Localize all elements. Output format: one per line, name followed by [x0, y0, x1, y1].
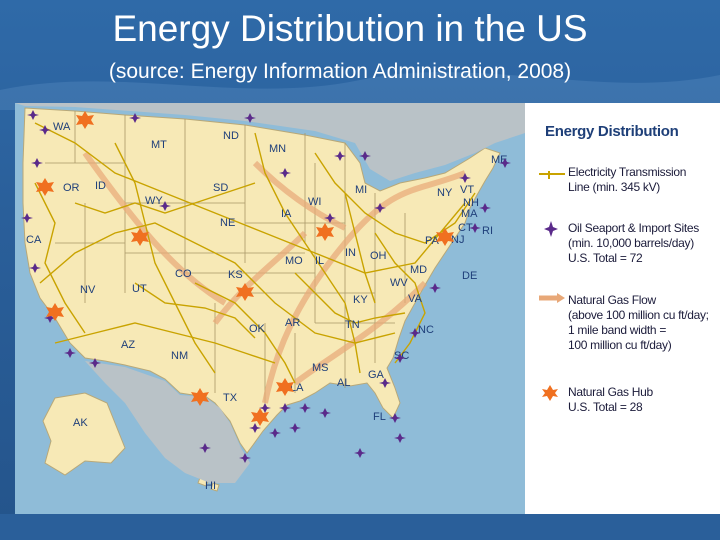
svg-text:WI: WI	[308, 196, 321, 208]
decorative-wave	[0, 72, 720, 110]
svg-text:UT: UT	[132, 283, 147, 295]
svg-text:IN: IN	[345, 247, 356, 259]
legend-gas-hub-text: Natural Gas Hub U.S. Total = 28	[568, 385, 653, 415]
svg-text:OK: OK	[249, 323, 266, 335]
svg-text:CT: CT	[458, 222, 473, 234]
svg-text:NH: NH	[463, 197, 479, 209]
svg-text:RI: RI	[482, 225, 493, 237]
svg-text:PA: PA	[425, 235, 440, 247]
canada-region	[15, 103, 525, 181]
svg-text:VT: VT	[460, 184, 474, 196]
svg-text:SD: SD	[213, 182, 228, 194]
us-energy-map: WA MT ND MN ME OR ID SD WI MI NY VT NH MA CT RI WY I…	[15, 103, 720, 514]
svg-text:WV: WV	[390, 277, 408, 289]
electricity-line-symbol	[539, 171, 565, 179]
bottom-bar	[0, 514, 720, 540]
gas-flow-arrow	[539, 293, 565, 303]
svg-text:SC: SC	[394, 350, 409, 362]
svg-text:NC: NC	[418, 324, 434, 336]
legend-line: Natural Gas Flow	[568, 293, 656, 307]
svg-text:ID: ID	[95, 180, 106, 192]
svg-text:AZ: AZ	[121, 339, 135, 351]
svg-text:CA: CA	[26, 234, 42, 246]
svg-text:IL: IL	[315, 255, 324, 267]
svg-text:KS: KS	[228, 269, 243, 281]
svg-text:LA: LA	[290, 382, 304, 394]
map-legend: Energy Distribution Electricity Transmis…	[525, 103, 720, 514]
svg-text:AL: AL	[337, 377, 350, 389]
legend-line: 1 mile band width =	[568, 323, 667, 337]
svg-text:NV: NV	[80, 284, 96, 296]
svg-text:CO: CO	[175, 268, 192, 280]
svg-text:DE: DE	[462, 270, 477, 282]
alaska-land	[42, 392, 126, 476]
svg-text:FL: FL	[373, 411, 386, 423]
contiguous-us-land	[22, 107, 501, 454]
legend-gas-flow-text: Natural Gas Flow (above 100 million cu f…	[568, 293, 709, 353]
svg-text:IA: IA	[281, 208, 292, 220]
mexico-region	[85, 361, 250, 483]
svg-text:HI: HI	[205, 480, 216, 492]
svg-text:MO: MO	[285, 255, 303, 267]
legend-title: Energy Distribution	[545, 123, 679, 140]
svg-text:MS: MS	[312, 362, 329, 374]
svg-text:MA: MA	[461, 208, 478, 220]
svg-text:TX: TX	[223, 392, 238, 404]
transmission-lines	[34, 122, 476, 384]
legend-line: 100 million cu ft/day)	[568, 338, 672, 352]
legend-line: (above 100 million cu ft/day;	[568, 308, 709, 322]
legend-line: Electricity Transmission	[568, 165, 687, 179]
svg-text:TN: TN	[345, 319, 360, 331]
legend-line: U.S. Total = 28	[568, 400, 643, 414]
slide-title: Energy Distribution in the US	[112, 8, 588, 49]
svg-text:NM: NM	[171, 350, 188, 362]
legend-oil-text: Oil Seaport & Import Sites (min. 10,000 …	[568, 221, 699, 266]
svg-text:AK: AK	[73, 417, 88, 429]
svg-text:WA: WA	[53, 121, 71, 133]
svg-text:MI: MI	[355, 184, 367, 196]
legend-line: U.S. Total = 72	[568, 251, 643, 265]
legend-line: Line (min. 345 kV)	[568, 180, 660, 194]
slide-subtitle: (source: Energy Information Administrati…	[108, 60, 572, 83]
gas-hub-markers	[36, 111, 454, 426]
svg-text:ND: ND	[223, 130, 239, 142]
svg-text:NJ: NJ	[451, 234, 464, 246]
svg-text:GA: GA	[368, 369, 385, 381]
svg-text:WY: WY	[145, 195, 163, 207]
oil-seaport-markers	[21, 110, 511, 463]
gas-hub-icon	[542, 385, 558, 401]
svg-text:AR: AR	[285, 317, 300, 329]
svg-text:OR: OR	[63, 182, 80, 194]
svg-text:VA: VA	[408, 293, 423, 305]
svg-text:MD: MD	[410, 264, 427, 276]
svg-text:MN: MN	[269, 143, 286, 155]
svg-text:KY: KY	[353, 294, 368, 306]
svg-text:MT: MT	[151, 139, 167, 151]
oil-seaport-icon	[544, 221, 558, 237]
svg-text:OH: OH	[370, 250, 387, 262]
legend-line: Natural Gas Hub	[568, 385, 653, 399]
svg-text:NY: NY	[437, 187, 453, 199]
legend-electricity-text: Electricity Transmission Line (min. 345 …	[568, 165, 686, 195]
svg-text:NE: NE	[220, 217, 235, 229]
legend-line: (min. 10,000 barrels/day)	[568, 236, 694, 250]
legend-line: Oil Seaport & Import Sites	[568, 221, 699, 235]
